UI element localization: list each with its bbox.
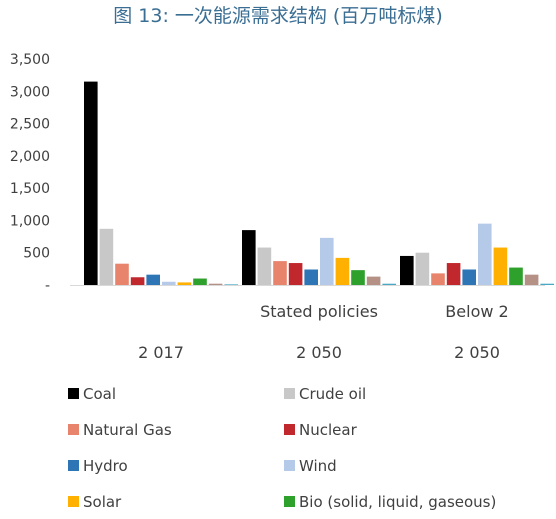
legend-swatch-wind <box>284 460 295 471</box>
category-scenario-label: Stated policies <box>260 302 378 321</box>
category-year-label: 2 017 <box>138 343 184 362</box>
bar-solar-1 <box>177 282 192 285</box>
bar-series-9-1 <box>208 283 223 285</box>
legend-label-solar: Solar <box>83 493 122 511</box>
labels-layer: 2 017 Stated policies 2 050 Below 2 2 050 <box>138 302 509 362</box>
legend-swatch-crude-oil <box>284 388 295 399</box>
bar-solar-2 <box>335 257 350 285</box>
legend-label-nuclear: Nuclear <box>299 421 358 439</box>
bar-wind-3 <box>478 223 492 285</box>
legend-label-wind: Wind <box>299 457 337 475</box>
legend-label-coal: Coal <box>83 385 116 403</box>
y-tick-label: 1,500 <box>10 181 50 197</box>
y-tick-label: 1,000 <box>10 213 50 229</box>
bar-coal-2 <box>242 230 256 285</box>
legend-swatch-nuclear <box>284 424 295 435</box>
bar-series-9-3 <box>524 274 539 285</box>
bar-hydro-2 <box>304 269 318 285</box>
bar-bio-solid-liquid-gaseous-3 <box>509 267 523 285</box>
bar-crude-oil-3 <box>415 252 430 285</box>
bar-series-9-2 <box>366 276 381 285</box>
bar-wind-1 <box>162 281 176 285</box>
legend-swatch-solar <box>68 496 79 507</box>
bar-natural-gas-2 <box>273 261 287 285</box>
category-year-label: 2 050 <box>296 343 342 362</box>
bar-bio-solid-liquid-gaseous-2 <box>351 270 365 285</box>
legend-swatch-natural-gas <box>68 424 79 435</box>
bars-layer <box>84 81 554 285</box>
bar-nuclear-1 <box>130 277 145 285</box>
y-tick-label: - <box>45 278 50 294</box>
axis-layer: 3,500 3,000 2,500 2,000 1,500 1,000 500 - <box>10 52 545 294</box>
y-tick-label: 3,000 <box>10 84 50 100</box>
legend-label-crude-oil: Crude oil <box>299 385 366 403</box>
legend-layer: Coal Crude oil Natural Gas Nuclear Hydro Wind… <box>68 385 496 511</box>
category-year-label: 2 050 <box>454 343 500 362</box>
bar-series-10-1 <box>224 284 238 285</box>
bar-hydro-3 <box>462 269 476 285</box>
y-tick-label: 2,500 <box>10 117 50 133</box>
legend-label-bio-solid-liquid-gaseous: Bio (solid, liquid, gaseous) <box>299 493 496 511</box>
bar-bio-solid-liquid-gaseous-1 <box>193 278 207 285</box>
bar-natural-gas-1 <box>115 263 129 285</box>
bar-series-10-3 <box>540 283 554 285</box>
bar-hydro-1 <box>146 274 160 285</box>
bar-coal-3 <box>400 255 414 285</box>
legend-label-natural-gas: Natural Gas <box>83 421 172 439</box>
bar-series-10-2 <box>382 283 396 285</box>
chart-title: 图 13: 一次能源需求结构 (百万吨标煤) <box>113 5 443 27</box>
legend-swatch-bio-solid-liquid-gaseous <box>284 496 295 507</box>
legend-swatch-hydro <box>68 460 79 471</box>
bar-coal-1 <box>84 81 98 285</box>
bar-crude-oil-1 <box>99 228 114 285</box>
bar-natural-gas-3 <box>431 273 445 285</box>
y-tick-label: 3,500 <box>10 52 50 68</box>
bar-solar-3 <box>493 247 508 285</box>
y-tick-label: 500 <box>23 246 50 262</box>
category-scenario-label: Below 2 <box>445 302 508 321</box>
y-tick-label: 2,000 <box>10 149 50 165</box>
legend-swatch-coal <box>68 388 79 399</box>
bar-nuclear-3 <box>446 263 461 285</box>
bar-crude-oil-2 <box>257 247 272 285</box>
bar-wind-2 <box>320 237 334 285</box>
bar-nuclear-2 <box>288 263 303 285</box>
legend-label-hydro: Hydro <box>83 457 128 475</box>
